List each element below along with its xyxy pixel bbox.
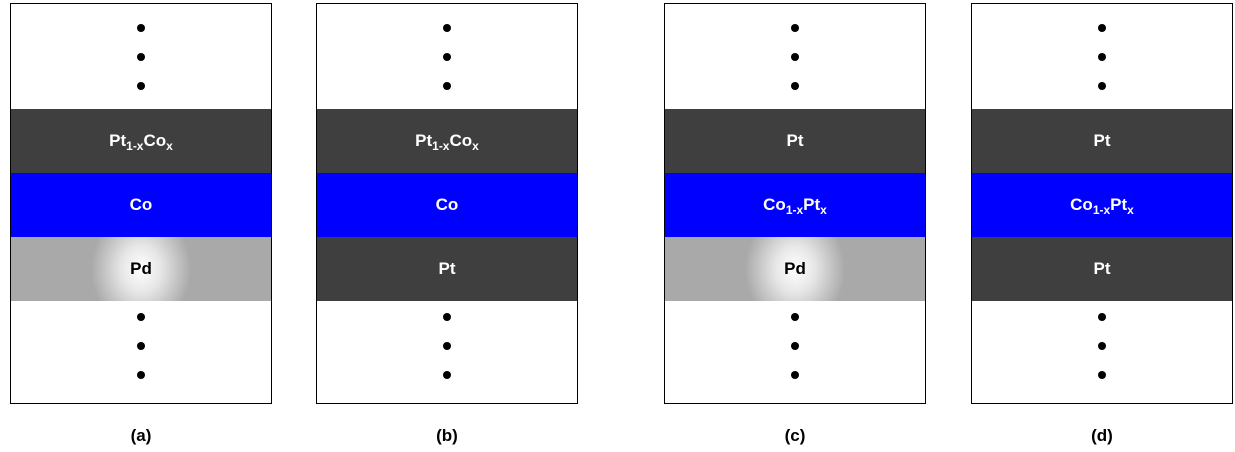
continuation-dots-top bbox=[317, 4, 577, 109]
continuation-dots-bottom bbox=[11, 298, 271, 403]
continuation-dots-bottom bbox=[972, 298, 1232, 403]
layer-stack-c: Pt Co 1-x Pt x Pd bbox=[664, 3, 926, 404]
layer-pt: Pt bbox=[972, 109, 1232, 173]
layer-co1-xptx: Co 1-x Pt x bbox=[665, 173, 925, 237]
layer-stack-d: Pt Co 1-x Pt x Pt bbox=[971, 3, 1233, 404]
continuation-dots-bottom bbox=[665, 298, 925, 403]
layer-co1-xptx: Co 1-x Pt x bbox=[972, 173, 1232, 237]
layer-pt1-xcox: Pt 1-x Co x bbox=[11, 109, 271, 173]
caption-a: (a) bbox=[130, 426, 152, 445]
layer-pd: Pd bbox=[665, 237, 925, 301]
continuation-dots-top bbox=[11, 4, 271, 109]
continuation-dots-top bbox=[972, 4, 1232, 109]
layer-pt: Pt bbox=[972, 237, 1232, 301]
layer-co: Co bbox=[11, 173, 271, 237]
caption-b: (b) bbox=[436, 426, 458, 445]
caption-c: (c) bbox=[784, 426, 806, 445]
layer-pd: Pd bbox=[11, 237, 271, 301]
layer-co: Co bbox=[317, 173, 577, 237]
layer-stack-a: Pt 1-x Co x Co Pd bbox=[10, 3, 272, 404]
continuation-dots-bottom bbox=[317, 298, 577, 403]
layer-pt1-xcox: Pt 1-x Co x bbox=[317, 109, 577, 173]
layer-pt: Pt bbox=[317, 237, 577, 301]
caption-d: (d) bbox=[1091, 426, 1113, 445]
layer-pt: Pt bbox=[665, 109, 925, 173]
continuation-dots-top bbox=[665, 4, 925, 109]
layer-stack-b: Pt 1-x Co x Co Pt bbox=[316, 3, 578, 404]
